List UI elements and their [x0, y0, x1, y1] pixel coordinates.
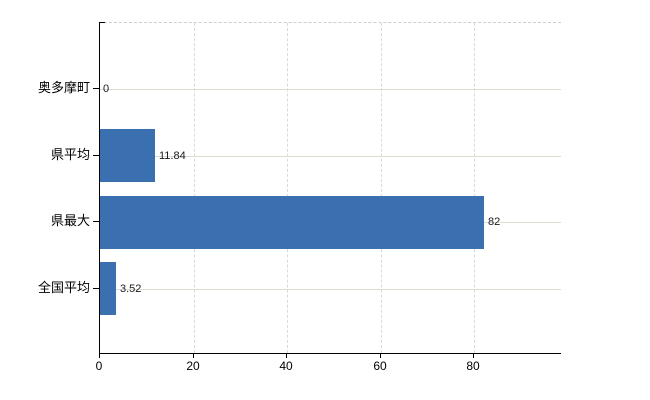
horizontal-gridline — [100, 89, 561, 90]
bar-県最大 — [100, 196, 484, 249]
x-axis-tick-label: 80 — [466, 359, 480, 373]
plot-area: 0 11.84 82 3.52 — [99, 22, 561, 354]
value-label: 0 — [103, 83, 110, 95]
x-axis-tick-label: 40 — [279, 359, 293, 373]
x-axis-tick-label: 60 — [373, 359, 387, 373]
x-axis-tick — [286, 353, 287, 358]
horizontal-gridline — [100, 156, 561, 157]
x-axis-tick-label: 0 — [95, 359, 103, 373]
y-axis-tick — [93, 288, 99, 289]
value-label: 11.84 — [159, 150, 186, 162]
x-axis-tick — [193, 353, 194, 358]
category-label: 奥多摩町 — [37, 80, 90, 95]
x-axis-tick-label: 20 — [186, 359, 200, 373]
category-label: 県平均 — [50, 147, 90, 162]
value-label: 82 — [488, 216, 501, 228]
vertical-gridline — [287, 23, 288, 353]
category-label: 全国平均 — [37, 280, 90, 295]
horizontal-gridline — [100, 289, 561, 290]
y-axis-tick — [93, 221, 99, 222]
bar-全国平均 — [100, 262, 116, 315]
y-axis-top-tick — [99, 22, 105, 23]
x-axis-tick — [473, 353, 474, 358]
value-label: 3.52 — [120, 283, 142, 295]
x-axis-tick — [99, 353, 100, 358]
vertical-gridline — [474, 23, 475, 353]
y-axis-tick — [93, 88, 99, 89]
vertical-gridline — [381, 23, 382, 353]
bar-県平均 — [100, 129, 155, 182]
x-axis-tick — [380, 353, 381, 358]
y-axis-tick — [93, 155, 99, 156]
category-label: 県最大 — [50, 213, 90, 228]
vertical-gridline — [194, 23, 195, 353]
